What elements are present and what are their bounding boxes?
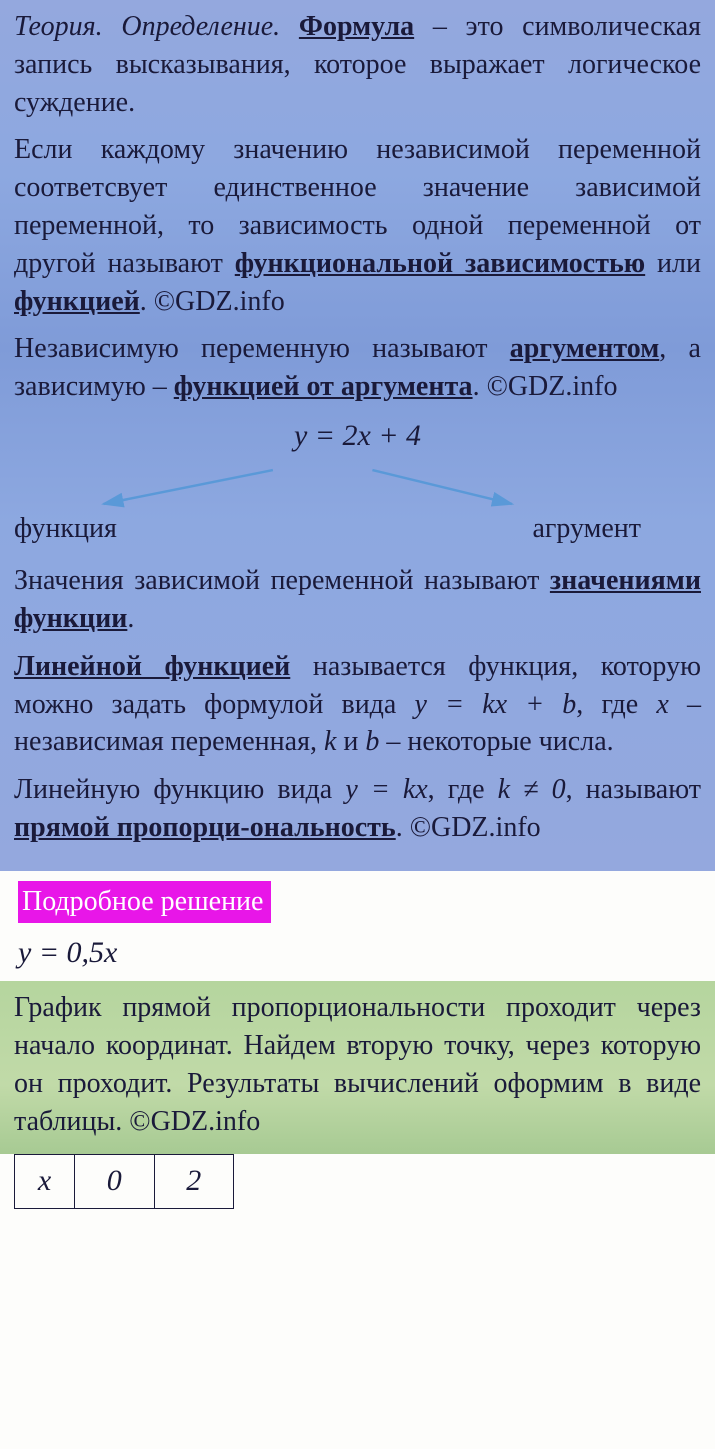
explanation-text: График прямой пропорциональности проходи… [14, 989, 701, 1140]
labels-row: функция агрумент [14, 510, 701, 554]
formula-kxb: y = kx + b [415, 689, 577, 720]
term-function-of-argument: функцией от аргумента [174, 371, 473, 402]
para5-mid2: , где [576, 689, 656, 720]
para6-mid: , где [428, 774, 498, 805]
para6-mid2: , называют [566, 774, 701, 805]
var-x: x [656, 689, 668, 720]
table-cell: 0 [75, 1155, 155, 1209]
table-cell: 2 [154, 1155, 234, 1209]
arrows-row [14, 464, 701, 510]
para6-tail: . ©GDZ.info [396, 812, 541, 843]
solution-equation: y = 0,5x [14, 927, 701, 974]
theory-label: Теория. [14, 11, 103, 42]
solution-section: Подробное решение y = 0,5x [0, 871, 715, 981]
table-section: x 0 2 [0, 1154, 715, 1209]
example-formula: y = 2x + 4 [14, 416, 701, 457]
linear-function-paragraph: Линейной функцией называется функция, ко… [14, 648, 701, 761]
solution-heading: Подробное решение [18, 881, 271, 923]
argument-paragraph: Независимую переменную называют аргумент… [14, 330, 701, 406]
table-row: x 0 2 [15, 1155, 234, 1209]
table-header-x: x [15, 1155, 75, 1209]
var-b: b [365, 726, 379, 757]
direct-proportionality-paragraph: Линейную функцию вида y = kx, где k ≠ 0,… [14, 771, 701, 847]
function-values-paragraph: Значения зависимой переменной называют з… [14, 562, 701, 638]
term-direct-proportionality: прямой пропорци-ональность [14, 812, 396, 843]
label-function: функция [14, 510, 117, 548]
para4-tail: . [127, 603, 134, 634]
or-word: или [645, 248, 701, 279]
arrows-svg [14, 464, 701, 510]
explanation-section: График прямой пропорциональности проходи… [0, 981, 715, 1154]
theory-section: Теория. Определение. Формула – это симво… [0, 0, 715, 871]
values-table: x 0 2 [14, 1154, 234, 1209]
para5-and: и [336, 726, 365, 757]
label-argument: агрумент [532, 510, 641, 548]
var-k: k [324, 726, 336, 757]
term-functional-dependency: функциональной зависимостью [235, 248, 645, 279]
definition-paragraph: Теория. Определение. Формула – это симво… [14, 8, 701, 121]
term-function: функцией [14, 286, 140, 317]
functional-dependency-paragraph: Если каждому значению независимой переме… [14, 131, 701, 320]
term-linear-function: Линейной функцией [14, 651, 290, 682]
para6-pre: Линейную функцию вида [14, 774, 345, 805]
para5-tail: – некоторые числа. [379, 726, 613, 757]
term-argument: аргументом [510, 333, 659, 364]
para3-tail: . ©GDZ.info [473, 371, 618, 402]
para4-pre: Значения зависимой переменной называют [14, 565, 550, 596]
k-neq-0: k ≠ 0 [498, 774, 566, 805]
formula-kx: y = kx [345, 774, 427, 805]
definition-label: Определение. [121, 11, 280, 42]
para3-pre: Независимую переменную называют [14, 333, 510, 364]
para2-tail: . ©GDZ.info [140, 286, 285, 317]
formula-term: Формула [299, 11, 414, 42]
